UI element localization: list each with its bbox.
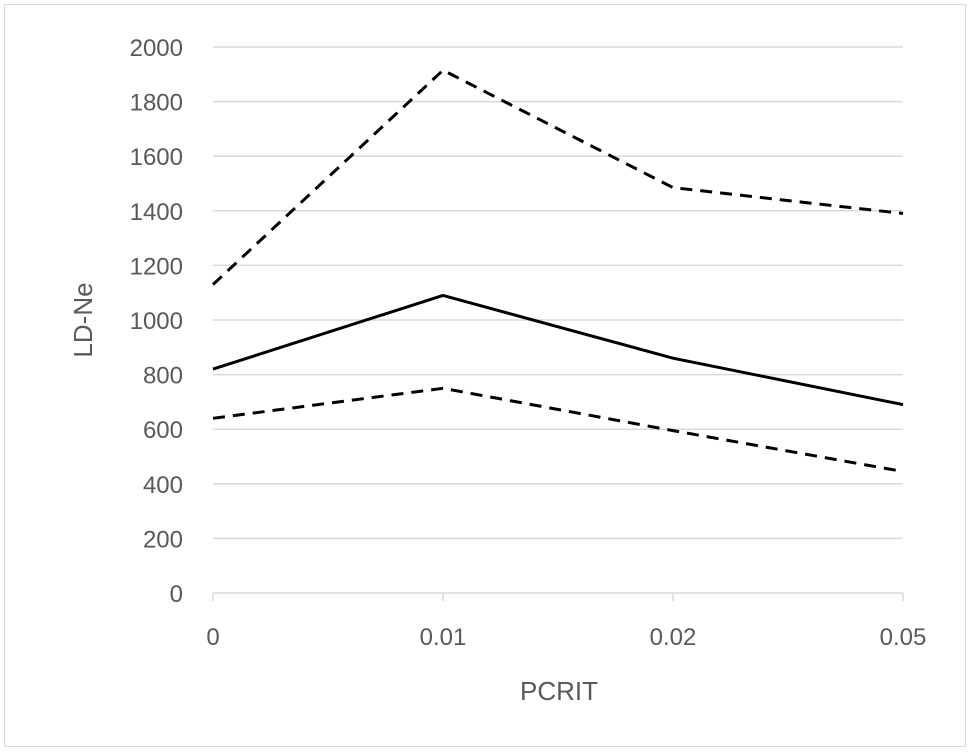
series-line-3	[212, 386, 904, 473]
x-tick-label: 0.05	[880, 624, 927, 651]
y-tick-label: 1400	[130, 199, 183, 226]
y-tick-label: 1000	[130, 308, 183, 335]
y-tick-label: 1800	[130, 90, 183, 117]
y-axis-title: LD-Ne	[68, 282, 98, 357]
x-axis-title: PCRIT	[520, 676, 598, 706]
series-line-2	[212, 293, 904, 407]
y-tick-label: 200	[143, 526, 183, 553]
y-tick-label: 2000	[130, 35, 183, 62]
x-tick-label: 0.01	[420, 624, 467, 651]
y-tick-label: 600	[143, 417, 183, 444]
y-tick-label: 800	[143, 363, 183, 390]
series-lines	[211, 68, 904, 473]
x-tick-label: 0	[206, 624, 219, 651]
series-line-1	[211, 68, 904, 286]
chart-frame	[4, 4, 966, 747]
y-tick-label: 0	[170, 581, 183, 608]
gridlines	[212, 46, 904, 601]
x-tick-labels: 0 0.01 0.02 0.05	[206, 624, 926, 651]
y-tick-labels: 0 200 400 600 800 1000 1200 1400 1600 1800 2000	[130, 35, 183, 608]
x-tick-label: 0.02	[650, 624, 697, 651]
y-tick-label: 1600	[130, 144, 183, 171]
y-tick-label: 1200	[130, 253, 183, 280]
y-tick-label: 400	[143, 472, 183, 499]
